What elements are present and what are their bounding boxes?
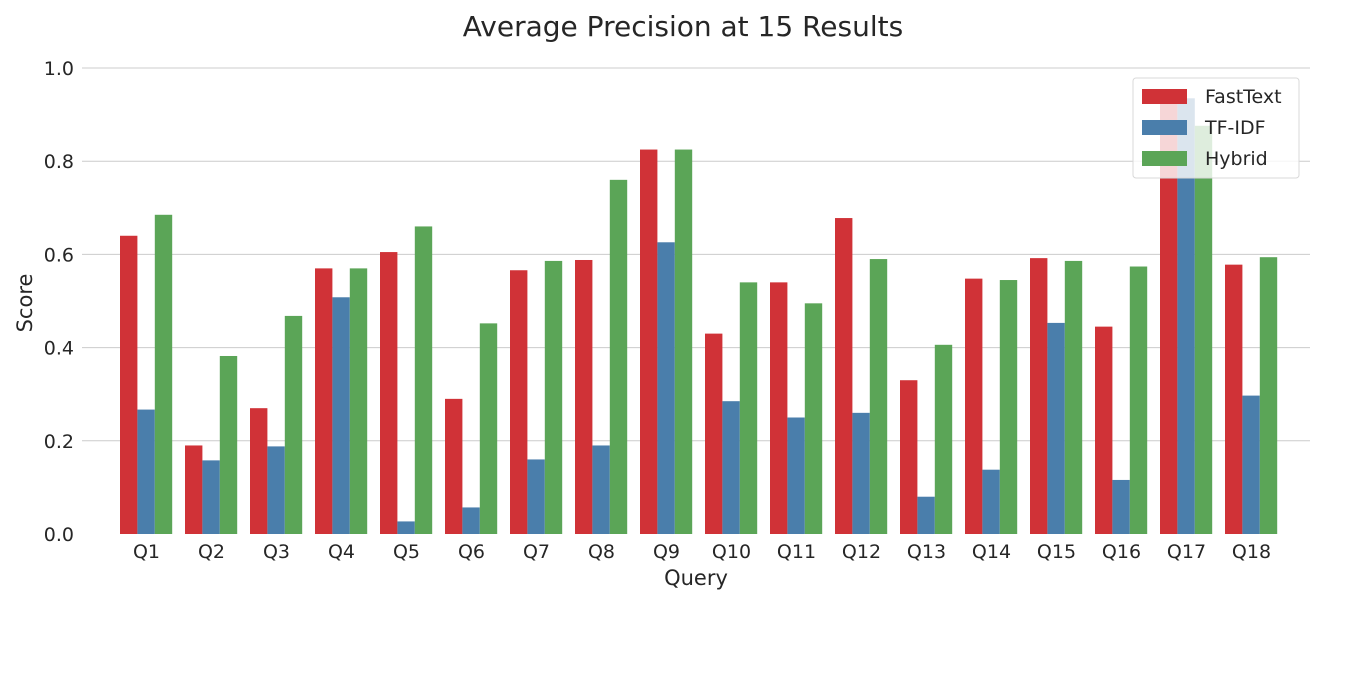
- bar-hybrid-q3: [284, 315, 303, 534]
- legend-items: FastText TF-IDF Hybrid: [1142, 86, 1282, 170]
- x-tick-labels: Q1 Q2 Q3 Q4 Q5 Q6 Q7 Q8 Q9 Q10 Q11 Q12 Q13 Q14 Q15 Q16 Q…: [133, 541, 1271, 563]
- bar-fasttext-q6: [445, 398, 463, 534]
- bar-hybrid-q18: [1259, 257, 1278, 534]
- legend-label: TF-IDF: [1204, 117, 1266, 139]
- legend-label: Hybrid: [1205, 148, 1268, 170]
- bar-hybrid-q17: [1194, 125, 1213, 534]
- x-tick-label: Q8: [588, 541, 615, 563]
- bar-tf-idf-q11: [787, 417, 805, 534]
- bar-tf-idf-q12: [852, 412, 870, 534]
- bar-fasttext-q3: [250, 408, 268, 534]
- bar-hybrid-q6: [479, 323, 498, 534]
- y-tick-label: 0.4: [44, 338, 74, 360]
- bar-tf-idf-q9: [657, 242, 675, 534]
- x-tick-label: Q2: [198, 541, 225, 563]
- bar-hybrid-q1: [154, 214, 173, 535]
- bar-hybrid-q9: [674, 149, 693, 535]
- bar-hybrid-q14: [999, 280, 1018, 534]
- legend-swatch: [1142, 89, 1187, 104]
- bar-tf-idf-q6: [462, 507, 480, 534]
- x-tick-label: Q15: [1037, 541, 1076, 563]
- x-tick-label: Q18: [1232, 541, 1271, 563]
- bar-tf-idf-q1: [137, 409, 155, 534]
- y-tick-label: 0.6: [44, 244, 74, 266]
- bars: [120, 98, 1278, 535]
- bar-tf-idf-q17: [1177, 98, 1195, 534]
- bar-fasttext-q9: [640, 149, 658, 535]
- y-tick-label: 0.2: [44, 431, 74, 453]
- bar-hybrid-q2: [219, 355, 238, 534]
- bar-tf-idf-q13: [917, 496, 935, 534]
- bar-fasttext-q12: [835, 218, 853, 534]
- x-tick-label: Q7: [523, 541, 550, 563]
- legend-label: FastText: [1205, 86, 1282, 108]
- bar-tf-idf-q18: [1242, 395, 1260, 534]
- bar-tf-idf-q15: [1047, 322, 1065, 534]
- legend-swatch: [1142, 151, 1187, 166]
- x-tick-label: Q17: [1167, 541, 1206, 563]
- bar-fasttext-q5: [380, 252, 398, 534]
- x-tick-label: Q14: [972, 541, 1011, 563]
- x-tick-label: Q13: [907, 541, 946, 563]
- legend: FastText TF-IDF Hybrid: [1132, 77, 1300, 179]
- y-tick-labels: 0.0 0.2 0.4 0.6 0.8 1.0: [44, 58, 74, 546]
- bar-tf-idf-q3: [267, 446, 285, 534]
- bar-tf-idf-q10: [722, 401, 740, 534]
- bar-tf-idf-q8: [592, 445, 610, 534]
- bar-fasttext-q15: [1030, 258, 1048, 534]
- bar-hybrid-q4: [349, 268, 368, 534]
- x-tick-label: Q16: [1102, 541, 1141, 563]
- bar-fasttext-q2: [185, 445, 203, 534]
- bar-fasttext-q7: [510, 270, 528, 534]
- bar-fasttext-q11: [770, 282, 788, 534]
- x-tick-label: Q4: [328, 541, 355, 563]
- bar-tf-idf-q4: [332, 297, 350, 534]
- bar-fasttext-q13: [900, 380, 918, 534]
- y-tick-label: 0.0: [44, 524, 74, 546]
- bar-tf-idf-q7: [527, 459, 545, 534]
- bar-tf-idf-q14: [982, 469, 1000, 534]
- x-axis-label: Query: [664, 566, 728, 590]
- bar-hybrid-q13: [934, 344, 953, 534]
- bar-hybrid-q7: [544, 260, 563, 534]
- bar-fasttext-q4: [315, 268, 333, 534]
- bar-hybrid-q8: [609, 179, 628, 534]
- x-tick-label: Q6: [458, 541, 485, 563]
- gridlines: [82, 67, 1310, 442]
- bar-hybrid-q15: [1064, 260, 1083, 534]
- bar-hybrid-q10: [739, 282, 758, 534]
- bar-hybrid-q11: [804, 303, 823, 534]
- x-tick-label: Q10: [712, 541, 751, 563]
- x-tick-label: Q1: [133, 541, 160, 563]
- legend-swatch: [1142, 120, 1187, 135]
- bar-fasttext-q17: [1160, 100, 1178, 535]
- x-tick-label: Q5: [393, 541, 420, 563]
- bar-tf-idf-q5: [397, 521, 415, 534]
- bar-tf-idf-q2: [202, 460, 220, 534]
- bar-fasttext-q18: [1225, 264, 1243, 534]
- bar-hybrid-q12: [869, 259, 888, 534]
- bar-tf-idf-q16: [1112, 479, 1130, 534]
- y-axis-label: Score: [13, 274, 37, 333]
- y-tick-label: 1.0: [44, 58, 74, 80]
- bar-fasttext-q10: [705, 333, 723, 534]
- x-tick-label: Q12: [842, 541, 881, 563]
- bar-fasttext-q14: [965, 278, 983, 534]
- y-tick-label: 0.8: [44, 151, 74, 173]
- x-tick-label: Q9: [653, 541, 680, 563]
- chart-title: Average Precision at 15 Results: [463, 10, 903, 43]
- bar-fasttext-q1: [120, 235, 138, 534]
- x-tick-label: Q3: [263, 541, 290, 563]
- bar-fasttext-q8: [575, 259, 593, 534]
- bar-hybrid-q5: [414, 226, 433, 534]
- bar-hybrid-q16: [1129, 266, 1148, 534]
- bar-fasttext-q16: [1095, 326, 1113, 534]
- x-tick-label: Q11: [777, 541, 816, 563]
